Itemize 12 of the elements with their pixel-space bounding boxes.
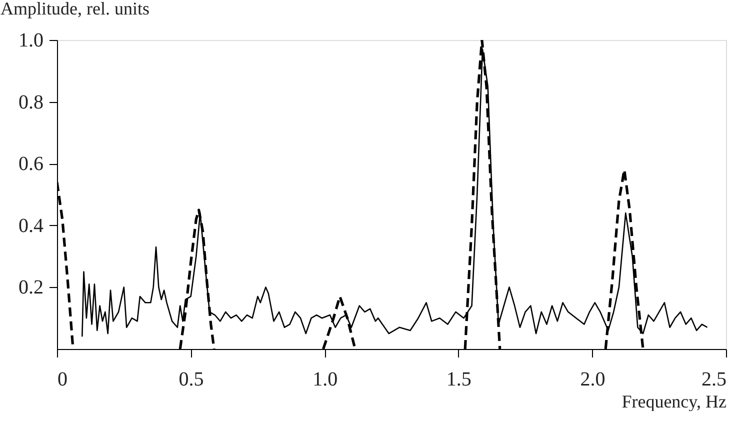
x-tick-label: 1.0 xyxy=(312,368,338,390)
x-tick-label: 2.5 xyxy=(702,368,726,390)
x-tick-label: 0 xyxy=(58,368,68,390)
y-tick-label: 0.4 xyxy=(18,214,44,237)
y-tick-label: 0.2 xyxy=(18,276,44,299)
x-tick-label: 2.0 xyxy=(580,368,606,390)
x-tick-label: 0.5 xyxy=(178,368,204,390)
x-tick-label: 1.5 xyxy=(446,368,472,390)
y-tick-label: 1.0 xyxy=(18,30,44,52)
y-tick-label: 0.8 xyxy=(18,91,44,114)
y-tick-label: 0.6 xyxy=(18,153,44,176)
y-axis-title: Amplitude, rel. units xyxy=(0,0,150,18)
